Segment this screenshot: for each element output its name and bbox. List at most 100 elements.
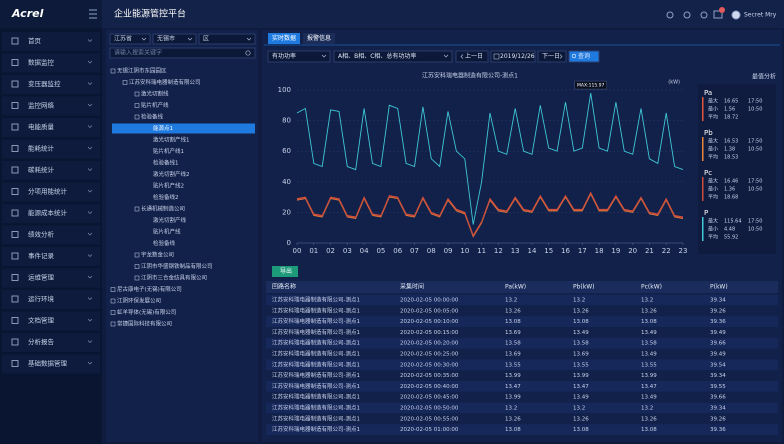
- tree-node[interactable]: 能源点1: [153, 124, 173, 132]
- menu-item-bg[interactable]: [2, 32, 100, 51]
- tree-node[interactable]: 检验备线: [153, 239, 176, 247]
- table-cell: 13.08: [505, 319, 521, 325]
- menu-label[interactable]: 能耗统计: [28, 144, 55, 153]
- analysis-link[interactable]: 最值分析: [752, 73, 776, 81]
- table-cell: 13.08: [641, 319, 657, 325]
- table-cell: 39.54: [710, 362, 726, 368]
- menu-label[interactable]: 变压器监控: [28, 79, 61, 88]
- menu-label[interactable]: 监控网络: [28, 101, 55, 110]
- search-placeholder: 请输入搜索关键字: [114, 49, 162, 57]
- tree-node[interactable]: 虹羊导体(无锡)有限公司: [117, 308, 176, 316]
- filter-label[interactable]: 无锡市: [157, 35, 175, 43]
- table-cell: 13.26: [573, 308, 589, 314]
- user-name[interactable]: Secret Mry: [744, 12, 777, 19]
- table-cell: 江苏安科瑞电器制造有限公司-测点1: [272, 360, 360, 368]
- control-label[interactable]: 查询: [578, 52, 590, 60]
- table-cell: 13.49: [573, 395, 589, 401]
- menu-label[interactable]: 首页: [28, 36, 42, 45]
- table-cell: 江苏安科瑞电器制造有限公司-测点1: [272, 393, 360, 401]
- x-tick-label: 00: [293, 247, 302, 255]
- tree-node[interactable]: 江阴市三合金纺具有限公司: [141, 274, 207, 282]
- table-cell: 13.47: [505, 384, 521, 390]
- tree-node[interactable]: 激光切割产线: [153, 216, 187, 224]
- table-cell: 13.26: [505, 416, 521, 422]
- table-cell: 2020-02-05 01:00:00: [400, 427, 459, 433]
- menu-label[interactable]: 运维管理: [28, 273, 55, 282]
- filter-label[interactable]: 区: [203, 36, 209, 43]
- tree-node[interactable]: 贴片机产线1: [153, 147, 184, 155]
- stats-cell: 4.48: [724, 227, 735, 233]
- tab-label[interactable]: 实时数据: [272, 34, 296, 42]
- control-label[interactable]: 2019/12/26: [500, 53, 535, 60]
- stats-cell: 18.72: [724, 115, 738, 121]
- table-header: P(kW): [710, 284, 728, 291]
- menu-label[interactable]: 运行环境: [28, 294, 55, 303]
- tree-selected[interactable]: [112, 124, 255, 134]
- tree-node[interactable]: 检验备线1: [153, 159, 179, 167]
- stats-cell: 17:50: [748, 219, 762, 225]
- chart-title: 江苏安科瑞电器制造有限公司-测点1: [422, 72, 518, 80]
- x-tick-label: 11: [477, 247, 486, 255]
- tree-node[interactable]: 宇龙数金公司: [141, 251, 174, 259]
- table-header: 采集时间: [400, 283, 424, 291]
- table-cell: 2020-02-05 00:45:00: [400, 395, 459, 401]
- menu-label[interactable]: 基础数据管理: [28, 359, 68, 368]
- table-cell: 江苏安科瑞电器制造有限公司-测点1: [272, 339, 360, 347]
- table-cell: 2020-02-05 00:40:00: [400, 384, 459, 390]
- table-cell: 13.69: [505, 330, 521, 336]
- tree-node[interactable]: 常捷国际科技有限公司: [117, 320, 172, 328]
- x-tick-label: 16: [561, 247, 570, 255]
- stats-cell: 18.68: [724, 195, 738, 201]
- menu-label[interactable]: 数据监控: [28, 58, 55, 67]
- x-tick-label: 12: [494, 247, 503, 255]
- menu-label[interactable]: 分析报告: [28, 337, 55, 346]
- table-cell: 13.58: [641, 341, 657, 347]
- tree-node[interactable]: 长通机械制造公司: [141, 205, 185, 213]
- table-cell: 江苏安科瑞电器制造有限公司-测点1: [272, 306, 360, 314]
- tree-node[interactable]: 江阴环保发展公司: [117, 297, 161, 305]
- menu-label[interactable]: 能源成本统计: [28, 208, 68, 217]
- tree-node[interactable]: 江阴市华盛钢铁制品有限公司: [141, 262, 213, 270]
- tree-node[interactable]: 无锡江阴市东园园区: [117, 67, 167, 75]
- tree-node[interactable]: 贴片机产线: [153, 228, 181, 236]
- menu-label[interactable]: 事件记录: [28, 251, 55, 260]
- badge: [719, 7, 725, 13]
- control-label[interactable]: 上一日: [465, 52, 483, 60]
- tree-panel: [106, 30, 258, 442]
- x-tick-label: 01: [309, 247, 318, 255]
- tree-node[interactable]: 检验备线: [141, 113, 164, 121]
- control-label[interactable]: 有功功率: [272, 52, 296, 60]
- table-cell: 39.36: [710, 427, 726, 433]
- control-label[interactable]: A相、B相、C相、总有功功率: [338, 52, 416, 60]
- tree-node[interactable]: 激光切割产线2: [153, 170, 190, 178]
- table-cell: 13.26: [641, 416, 657, 422]
- menu-label[interactable]: 碳耗统计: [28, 165, 55, 174]
- stats-heading: Pb: [704, 129, 713, 137]
- export-label[interactable]: 导出: [280, 267, 292, 275]
- menu-label[interactable]: 分项用能统计: [28, 187, 68, 196]
- tree-node[interactable]: 贴片机产线2: [153, 182, 184, 190]
- menu-label[interactable]: 文档管理: [28, 316, 55, 325]
- table-cell: 13.2: [505, 406, 517, 412]
- control-label[interactable]: 下一日: [542, 53, 560, 60]
- menu-label[interactable]: 电能质量: [28, 122, 55, 131]
- tree-node[interactable]: 检验备线2: [153, 193, 179, 201]
- filter-label[interactable]: 江苏省: [114, 35, 132, 43]
- table-cell: 13.2: [573, 406, 585, 412]
- tab-label[interactable]: 报警信息: [307, 34, 331, 42]
- x-tick-label: 23: [679, 247, 688, 255]
- app-title: 企业能源管控平台: [114, 8, 186, 20]
- table-cell: 13.99: [505, 395, 521, 401]
- tree-node[interactable]: 激光切割产线1: [153, 136, 190, 144]
- table-cell: 13.2: [641, 406, 653, 412]
- table-cell: 13.47: [641, 384, 657, 390]
- tree-node[interactable]: 江苏安科瑞电器制造有限公司: [129, 78, 201, 86]
- x-tick-label: 18: [595, 247, 604, 255]
- table-cell: 江苏安科瑞电器制造有限公司-测点1: [272, 296, 360, 304]
- tree-node[interactable]: 激光切割线: [141, 90, 169, 98]
- y-tick-label: 40: [282, 178, 291, 186]
- tree-node[interactable]: 贴片机产线: [141, 101, 169, 109]
- tree-node[interactable]: 尼古康电子(无锡)有限公司: [117, 285, 182, 293]
- menu-label[interactable]: 绩效分析: [28, 230, 55, 239]
